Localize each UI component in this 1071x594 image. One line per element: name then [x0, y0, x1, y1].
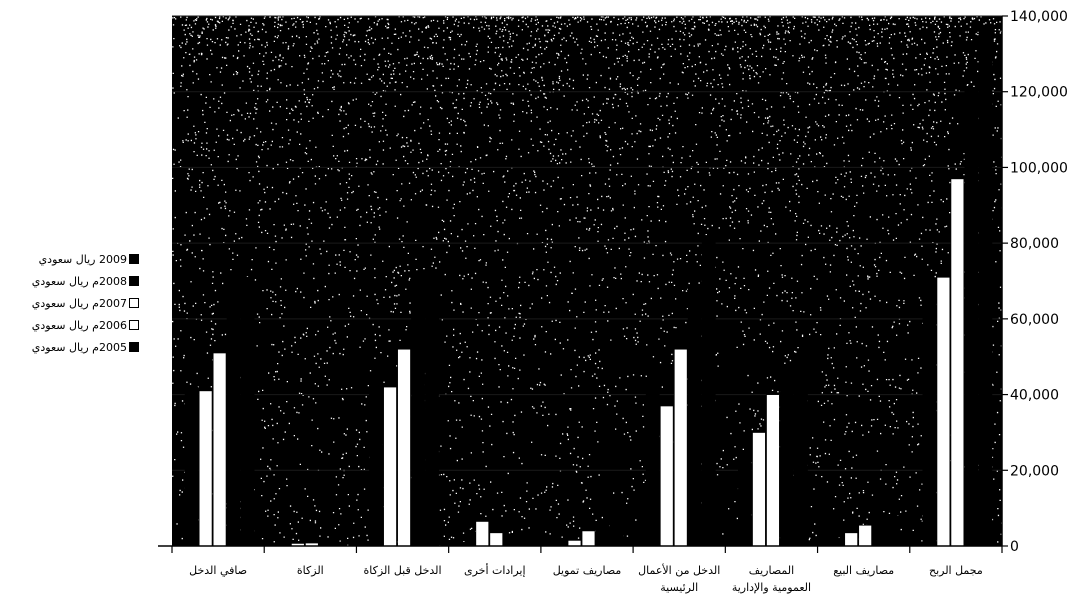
y-tick-label: 100,000	[1010, 160, 1068, 176]
bar-4-3	[595, 522, 610, 547]
legend-label: 2008م ريال سعودي	[31, 274, 127, 288]
legend-swatch	[129, 342, 139, 352]
bar-4-4	[609, 503, 624, 547]
bar-6-0	[369, 386, 383, 547]
bar-2-4	[794, 356, 808, 547]
bar-2-1	[752, 432, 766, 547]
bar-6-2	[397, 348, 411, 547]
legend-swatch	[129, 320, 139, 330]
bar-1-4	[886, 515, 901, 547]
x-tick-label: إيرادات أخرى	[464, 563, 526, 577]
bar-4-2	[581, 530, 596, 547]
x-tick-label: المصاريف	[749, 564, 794, 577]
legend-item: 2007م ريال سعودي	[8, 292, 142, 314]
bar-8-1	[198, 390, 213, 547]
legend-swatch	[129, 254, 139, 264]
y-tick-label: 60,000	[1010, 312, 1059, 328]
x-tick-label: مصاريف تمويل	[553, 564, 622, 577]
y-tick-label: 20,000	[1010, 463, 1059, 479]
legend-label: 2006م ريال سعودي	[31, 318, 127, 332]
bar-8-4	[240, 276, 255, 547]
bar-3-0	[645, 386, 660, 547]
bar-6-4	[425, 273, 439, 547]
x-tick-label: العمومية والإدارية	[732, 581, 811, 594]
y-tick-label: 0	[1010, 539, 1019, 555]
bar-5-4	[517, 538, 532, 547]
x-tick-label: الرئيسية	[660, 581, 698, 594]
bar-3-4	[701, 235, 716, 547]
legend-label: 2005م ريال سعودي	[31, 340, 127, 354]
plot-background	[172, 16, 1002, 546]
legend-label: 2009 ريال سعودي	[38, 252, 127, 266]
x-tick-label: صافي الدخل	[189, 564, 247, 577]
y-tick-label: 40,000	[1010, 388, 1059, 404]
bar-0-4	[978, 26, 993, 547]
x-tick-label: الدخل قبل الزكاة	[364, 564, 442, 577]
bar-0-2	[950, 178, 965, 547]
y-tick-label: 140,000	[1010, 9, 1068, 25]
bar-6-1	[383, 386, 397, 547]
bars	[184, 26, 993, 547]
bar-2-3	[780, 367, 794, 547]
legend-item: 2009 ريال سعودي	[8, 248, 142, 270]
bar-1-0	[830, 538, 845, 547]
bar-0-1	[936, 276, 951, 547]
bar-6-3	[411, 291, 425, 547]
bar-8-2	[212, 352, 227, 547]
x-axis-ticks: صافي الدخل الزكاة الدخل قبل الزكاة إيرادات …	[171, 546, 1003, 594]
bar-2-0	[738, 450, 752, 547]
bar-1-3	[872, 519, 887, 547]
legend-label: 2007م ريال سعودي	[31, 296, 127, 310]
bar-5-3	[503, 536, 518, 547]
x-tick-label: الدخل من الأعمال	[638, 563, 720, 577]
legend-item: 2006م ريال سعودي	[8, 314, 142, 336]
legend-swatch	[129, 298, 139, 308]
bar-4-1	[567, 539, 582, 547]
bar-3-3	[687, 284, 702, 547]
bar-5-1	[475, 520, 490, 547]
bar-3-2	[673, 348, 688, 547]
bar-8-3	[226, 288, 241, 547]
bar-0-3	[964, 87, 979, 547]
bar-1-2	[858, 524, 873, 547]
y-axis-ticks: 0 20,000 40,000 60,000 80,000 100,000 120,000 1…	[1002, 9, 1068, 555]
bar-5-2	[489, 532, 504, 547]
bar-2-2	[766, 394, 780, 547]
y-tick-label: 120,000	[1010, 85, 1068, 101]
bar-1-1	[844, 532, 859, 547]
x-tick-label: مجمل الربح	[929, 564, 983, 577]
legend-item: 2008م ريال سعودي	[8, 270, 142, 292]
legend-swatch	[129, 276, 139, 286]
bar-8-0	[184, 386, 199, 547]
bar-0-0	[922, 291, 937, 547]
bar-3-1	[659, 405, 674, 547]
gridlines	[172, 15, 1002, 471]
x-tick-label: الزكاة	[297, 564, 324, 577]
x-tick-label: مصاريف البيع	[833, 564, 894, 577]
legend: 2009 ريال سعودي 2008م ريال سعودي 2007م ريا…	[8, 248, 142, 358]
legend-item: 2005م ريال سعودي	[8, 336, 142, 358]
bar-7-3	[318, 539, 333, 547]
y-tick-label: 80,000	[1010, 236, 1059, 252]
